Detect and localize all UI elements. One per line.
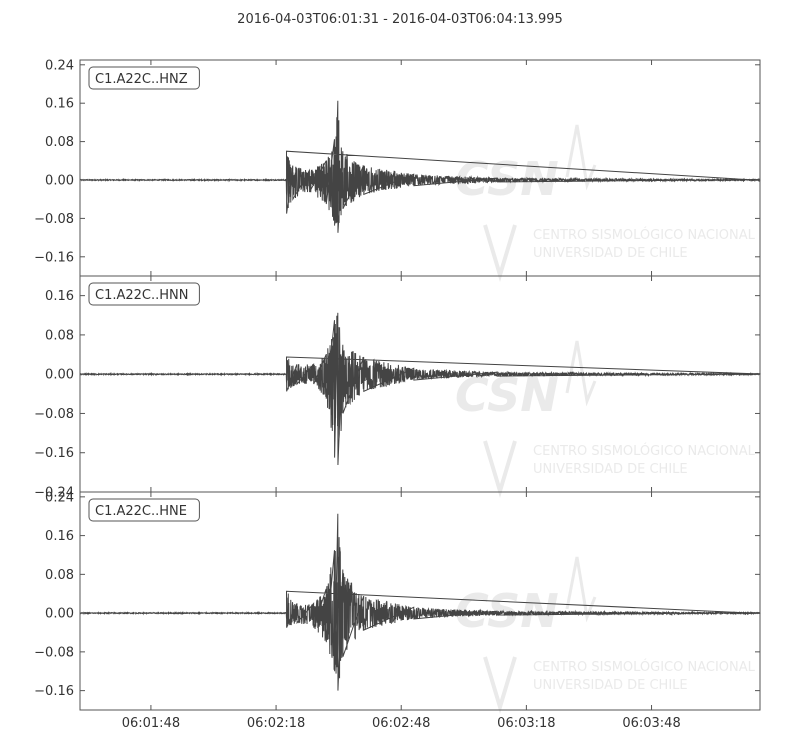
watermark-w-icon <box>483 440 517 498</box>
trace-label-box <box>88 282 200 306</box>
waveform-line <box>79 100 761 233</box>
trace-label-box <box>88 66 200 90</box>
watermark-w-icon <box>483 656 517 714</box>
y-tick-label: 0.08 <box>45 135 74 150</box>
panel-frame <box>79 491 761 711</box>
y-tick-label: −0.08 <box>34 212 74 227</box>
y-tick-label: 0.00 <box>45 174 74 189</box>
panel-frame <box>79 59 761 277</box>
y-tick-label: 0.00 <box>45 607 74 622</box>
y-tick-label: 0.24 <box>45 58 74 73</box>
y-tick-label: 0.16 <box>45 529 74 544</box>
panel-frame <box>79 275 761 493</box>
watermark-line1: CENTRO SISMOLÓGICO NACIONAL <box>533 659 756 675</box>
watermark-line2: UNIVERSIDAD DE CHILE <box>533 678 688 693</box>
watermark-logo-text: CSN <box>455 368 559 422</box>
y-tick-label: −0.16 <box>34 446 74 461</box>
y-tick-label: 0.24 <box>45 490 74 505</box>
watermark-w-icon <box>483 224 517 282</box>
y-tick-label: 0.08 <box>45 568 74 583</box>
csn-watermark-logo: CSN CENTRO SISMOLÓGICO NACIONAL UNIVERSIDA… <box>455 556 756 714</box>
y-tick-label: 0.16 <box>45 289 74 304</box>
trace-label-box <box>88 498 200 522</box>
waveform-line <box>79 312 761 466</box>
trace-panel: CSN CENTRO SISMOLÓGICO NACIONAL UNIVERSIDA… <box>34 275 761 501</box>
y-tick-label: −0.08 <box>34 645 74 660</box>
waveform-line <box>79 513 761 691</box>
watermark-line1: CENTRO SISMOLÓGICO NACIONAL <box>533 227 756 243</box>
watermark-line2: UNIVERSIDAD DE CHILE <box>533 462 688 477</box>
x-tick-label: 06:03:48 <box>622 716 680 731</box>
x-tick-label: 06:02:18 <box>247 716 305 731</box>
watermark-wave-icon <box>565 556 597 623</box>
watermark-line1: CENTRO SISMOLÓGICO NACIONAL <box>533 443 756 459</box>
y-tick-label: 0.16 <box>45 97 74 112</box>
y-tick-label: 0.00 <box>45 368 74 383</box>
watermark-logo-text: CSN <box>455 584 559 638</box>
watermark-wave-icon <box>565 124 597 191</box>
x-tick-label: 06:01:48 <box>122 716 180 731</box>
y-tick-label: −0.16 <box>34 684 74 699</box>
y-tick-label: 0.08 <box>45 328 74 343</box>
csn-watermark-logo: CSN CENTRO SISMOLÓGICO NACIONAL UNIVERSIDA… <box>455 340 756 498</box>
trace-panel: CSN CENTRO SISMOLÓGICO NACIONAL UNIVERSIDA… <box>34 490 761 714</box>
x-tick-label: 06:03:18 <box>497 716 555 731</box>
trace-label: C1.A22C..HNZ <box>95 72 188 87</box>
watermark-line2: UNIVERSIDAD DE CHILE <box>533 246 688 261</box>
x-tick-label: 06:02:48 <box>372 716 430 731</box>
y-tick-label: −0.16 <box>34 250 74 265</box>
trace-label: C1.A22C..HNE <box>95 504 187 519</box>
y-tick-label: −0.24 <box>34 486 74 501</box>
y-tick-label: −0.08 <box>34 407 74 422</box>
watermark-wave-icon <box>565 340 597 407</box>
trace-label: C1.A22C..HNN <box>95 288 188 303</box>
chart-title: 2016-04-03T06:01:31 - 2016-04-03T06:04:1… <box>237 12 563 27</box>
